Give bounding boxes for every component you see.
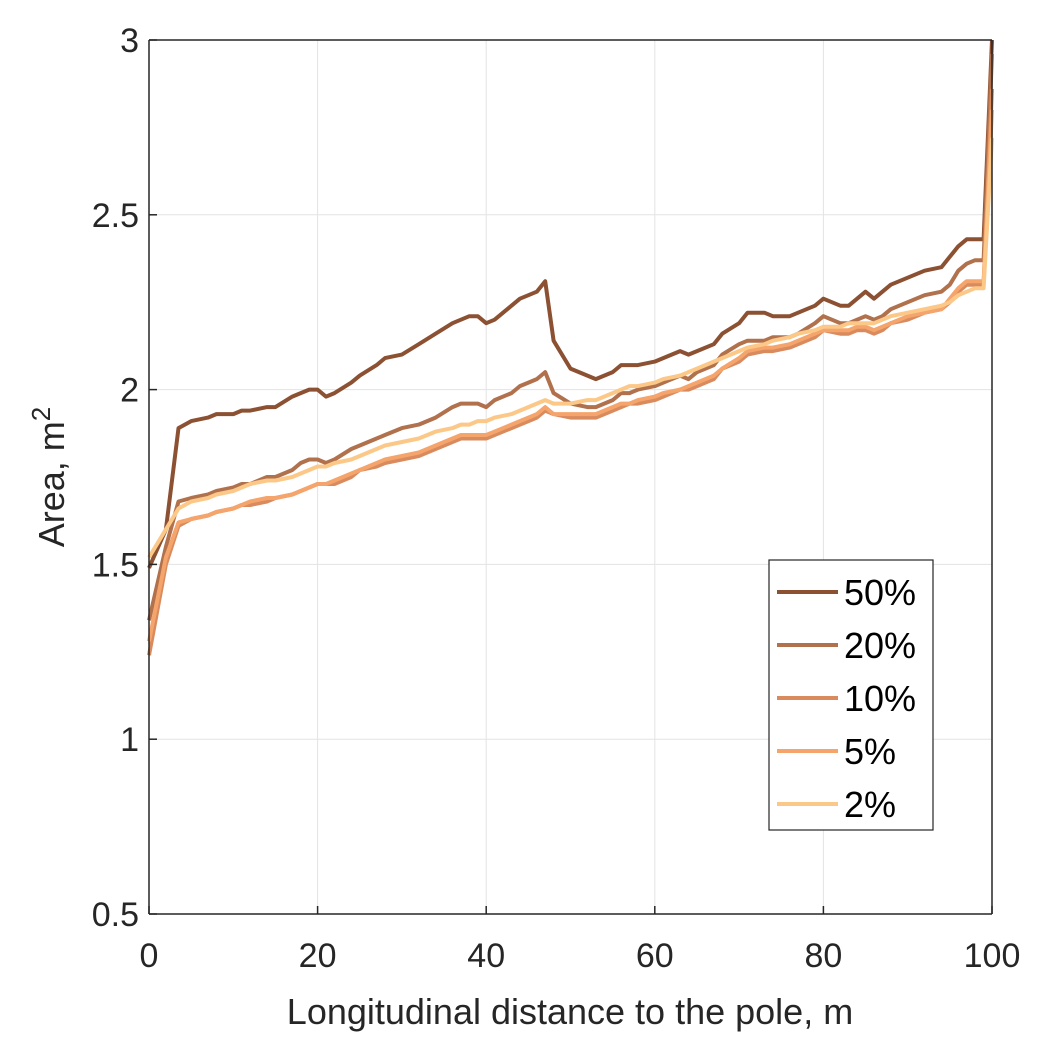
y-tick-label: 0.5 <box>92 896 139 934</box>
legend-box <box>768 559 934 831</box>
y-axis-label: Area, m2 <box>26 407 72 548</box>
legend: 50% 20% 10% 5% 2% <box>768 559 934 831</box>
legend-label: 50% <box>844 572 916 613</box>
axes <box>148 39 993 915</box>
x-tick-label: 0 <box>140 937 159 975</box>
series-line-2pct <box>147 137 994 559</box>
series-line-50pct <box>147 39 994 569</box>
x-axis-label: Longitudinal distance to the pole, m <box>287 991 853 1032</box>
y-tick-label: 1.5 <box>92 546 139 584</box>
y-tick-label: 1 <box>120 721 139 759</box>
legend-label: 2% <box>844 784 896 825</box>
series-lines <box>147 39 994 656</box>
x-tick-label: 40 <box>467 937 505 975</box>
y-tick-label: 3 <box>120 22 139 60</box>
x-tick-labels: 0 20 40 60 80 100 <box>140 937 1021 975</box>
y-axis-label-superscript: 2 <box>26 407 56 421</box>
y-tick-label: 2.5 <box>92 197 139 235</box>
y-axis-label-text: Area, m <box>31 421 72 547</box>
legend-label: 5% <box>844 731 896 772</box>
y-tick-label: 2 <box>120 372 139 410</box>
x-tick-label: 20 <box>299 937 337 975</box>
legend-label: 10% <box>844 678 916 719</box>
y-tick-labels: 0.5 1 1.5 2 2.5 3 <box>92 22 139 934</box>
series-line-5pct <box>147 109 994 642</box>
legend-label: 20% <box>844 625 916 666</box>
x-tick-label: 80 <box>804 937 842 975</box>
grid <box>149 40 992 914</box>
x-tick-label: 100 <box>964 937 1021 975</box>
series-line-20pct <box>147 53 994 621</box>
x-tick-label: 60 <box>636 937 674 975</box>
